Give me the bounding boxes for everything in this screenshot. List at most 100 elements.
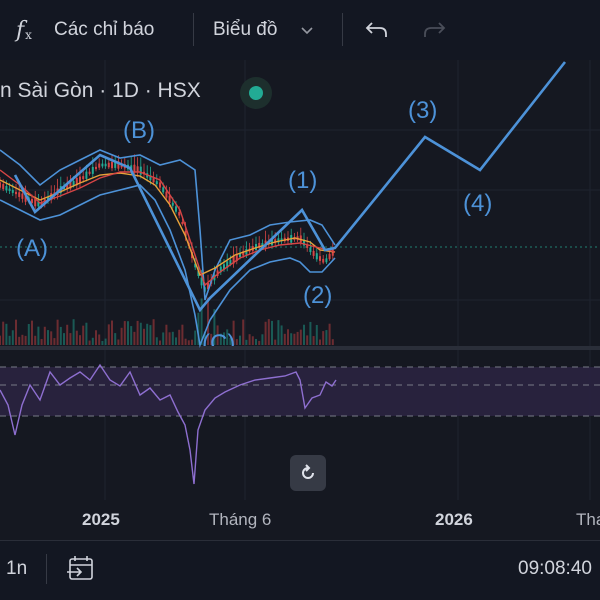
volume-bar [149,325,152,345]
volume-bar [146,323,149,345]
volume-bar [79,335,81,345]
candle-body [111,161,113,169]
volume-bar [31,320,33,345]
volume-bar [280,325,283,345]
volume-bar [283,333,286,345]
timeframe-button[interactable]: 1n [6,558,28,579]
volume-bar [165,324,168,345]
volume-bar [104,338,107,345]
volume-bar [213,309,216,345]
moving-average-fast [0,172,336,276]
candle-body [194,263,197,268]
volume-bar [82,325,85,345]
volume-bar [271,320,273,345]
candle-body [235,253,238,261]
volume-bar [85,322,88,345]
grid-lines [0,60,600,500]
volume-bar [219,333,222,345]
candle-body [277,238,280,243]
volume-bar [181,324,184,345]
candle-body [239,252,241,258]
volume-bar [325,330,328,345]
volume-bar [248,334,251,345]
candle-body [8,188,11,192]
volume-bar [226,329,229,345]
indicators-button[interactable]: Các chỉ báo [54,19,155,40]
bottom-divider [46,554,47,584]
volume-bars [0,297,334,345]
candle-body [181,221,184,225]
chevron-down-icon[interactable] [300,0,318,60]
time-tick: Tha [576,510,600,529]
volume-bar [296,331,299,345]
candle-body [184,231,187,237]
volume-bar [107,324,110,345]
candle-body [149,175,152,181]
volume-bar [152,319,155,345]
volume-bar [56,319,59,345]
volume-bar [290,333,293,345]
volume-bar [40,339,43,345]
volume-bar [287,329,289,345]
candle-body [219,266,222,273]
volume-bar [322,331,325,345]
reset-chart-button[interactable] [290,455,326,491]
volume-bar [178,329,181,345]
volume-bar [264,321,267,345]
candle-body [155,181,158,185]
candle-body [95,166,97,170]
redo-icon[interactable] [421,0,449,60]
time-axis[interactable] [0,500,600,540]
candle-body [139,166,142,175]
volume-bar [63,333,65,345]
candle-body [101,163,104,167]
candle-body [306,244,309,248]
candle-body [133,164,136,173]
volume-bar [255,338,257,345]
candle-body [245,248,248,255]
volume-bar [159,340,161,345]
volume-bar [303,324,305,345]
volume-bar [127,321,129,345]
volume-bar [136,320,139,345]
volume-bar [37,326,40,345]
symbol-title[interactable]: n Sài Gòn · 1D · HSX [0,79,201,102]
candle-body [31,198,33,204]
chart-type-button[interactable]: Biểu đồ [213,19,278,40]
volume-bar [175,337,177,345]
volume-bar [155,337,158,345]
candle-body [5,185,8,191]
volume-bar [47,330,49,345]
candle-body [11,189,14,193]
volume-bar [27,323,30,345]
candle-body [226,261,229,268]
candle-body [200,277,203,286]
volume-bar [53,338,56,345]
candle-body [315,253,318,260]
volume-bar [315,324,318,345]
candle-body [309,247,312,253]
volume-bar [59,326,62,345]
volume-bar [191,339,193,345]
candle-body [331,249,334,256]
volume-bar [98,334,101,345]
go-to-date-icon[interactable] [64,552,98,586]
candle-body [136,166,139,173]
candle-body [168,195,171,204]
candle-body [79,176,81,184]
volume-bar [203,331,206,345]
bollinger-lower [0,184,336,348]
price-chart[interactable] [0,0,600,500]
live-status-dot [249,86,263,100]
undo-icon[interactable] [364,0,392,60]
volume-bar [143,328,145,345]
candle-body [325,258,328,263]
candle-body [232,256,235,264]
volume-bar [162,332,165,345]
volume-bar [24,335,27,345]
clock: 09:08:40 [518,558,592,579]
volume-bar [130,326,133,345]
candle-body [24,193,27,202]
